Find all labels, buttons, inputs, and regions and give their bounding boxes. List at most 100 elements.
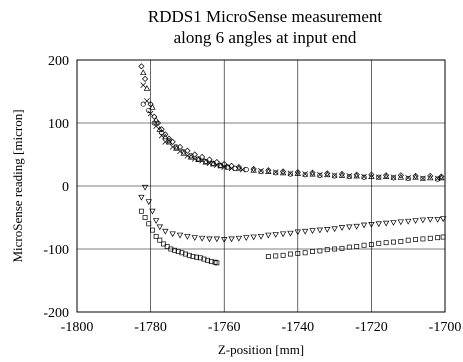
data-point: [301, 228, 309, 235]
data-point: [188, 153, 194, 159]
data-point: [354, 244, 360, 249]
data-point: [287, 171, 294, 177]
data-point: [427, 235, 433, 241]
data-point: [383, 240, 389, 246]
data-point: [202, 158, 209, 165]
data-point: [427, 172, 434, 180]
data-point: [376, 174, 382, 180]
data-point: [157, 237, 163, 243]
data-point: [213, 236, 221, 243]
data-point: [440, 234, 446, 240]
data-point: [332, 246, 338, 252]
data-point: [427, 216, 434, 223]
data-point: [353, 171, 360, 178]
data-point: [279, 231, 287, 238]
data-point: [184, 233, 191, 240]
chart-title-line: along 6 angles at input end: [174, 28, 357, 47]
data-point: [294, 229, 301, 236]
y-tick-label: -200: [43, 306, 69, 321]
data-point: [279, 169, 287, 176]
data-point: [339, 245, 345, 251]
data-point: [184, 147, 191, 154]
data-point: [338, 225, 346, 231]
y-tick-label: 0: [62, 180, 69, 195]
data-point: [272, 232, 279, 238]
data-point: [165, 138, 173, 145]
data-point: [158, 126, 165, 133]
data-point: [360, 222, 368, 229]
data-point: [309, 170, 316, 177]
data-point: [140, 101, 146, 107]
data-point: [153, 233, 159, 239]
data-point: [140, 69, 147, 76]
data-point: [164, 244, 170, 249]
data-point: [183, 251, 188, 257]
data-point: [250, 234, 257, 241]
data-point: [273, 253, 279, 259]
data-point: [382, 173, 390, 179]
y-tick-label: 200: [48, 54, 69, 69]
data-point: [142, 215, 148, 220]
data-point: [214, 260, 220, 266]
data-point: [205, 257, 211, 263]
data-point: [413, 237, 418, 242]
data-point: [208, 259, 214, 265]
data-point: [382, 220, 390, 227]
data-point: [194, 254, 200, 260]
x-tick-label: -1700: [429, 320, 462, 335]
data-point: [324, 227, 331, 233]
data-point: [138, 194, 145, 201]
data-point: [206, 236, 213, 243]
data-point: [353, 172, 360, 179]
data-point: [324, 171, 331, 178]
data-point: [375, 221, 382, 228]
data-point: [210, 160, 216, 166]
data-point: [338, 170, 346, 178]
data-point: [190, 254, 196, 259]
data-point: [310, 249, 315, 254]
data-point: [295, 250, 301, 256]
data-point: [150, 227, 155, 233]
data-point: [199, 153, 206, 161]
data-point: [439, 216, 447, 223]
x-tick-label: -1780: [134, 320, 167, 335]
data-point: [419, 217, 427, 224]
data-point: [201, 256, 207, 262]
data-point: [138, 63, 145, 70]
data-point: [147, 110, 154, 117]
data-point: [141, 184, 149, 191]
data-point: [197, 255, 203, 261]
data-point: [420, 175, 426, 181]
data-point: [368, 242, 374, 248]
data-point: [151, 120, 157, 126]
data-point: [169, 144, 176, 150]
data-point: [181, 149, 187, 155]
data-point: [143, 85, 151, 91]
data-point: [173, 144, 180, 151]
data-point: [232, 165, 238, 171]
data-point: [195, 156, 201, 162]
data-point: [324, 247, 330, 253]
data-point: [405, 175, 411, 181]
data-point: [405, 237, 411, 243]
data-point: [225, 164, 231, 170]
data-point: [265, 254, 271, 259]
data-point: [173, 144, 179, 150]
data-point: [141, 75, 149, 82]
data-point: [179, 250, 185, 256]
data-point: [412, 173, 419, 180]
data-point: [346, 173, 352, 180]
data-point: [213, 158, 220, 166]
x-tick-label: -1760: [208, 320, 241, 335]
data-point: [368, 222, 375, 228]
data-point: [162, 228, 169, 235]
data-point: [368, 173, 375, 179]
data-point: [206, 156, 213, 163]
data-point: [397, 173, 405, 180]
data-point: [346, 224, 353, 231]
data-point: [140, 82, 147, 89]
data-point: [146, 107, 152, 113]
chart-title-line: RDDS1 MicroSense measurement: [148, 7, 382, 26]
data-point: [273, 170, 279, 176]
data-point: [169, 231, 176, 238]
